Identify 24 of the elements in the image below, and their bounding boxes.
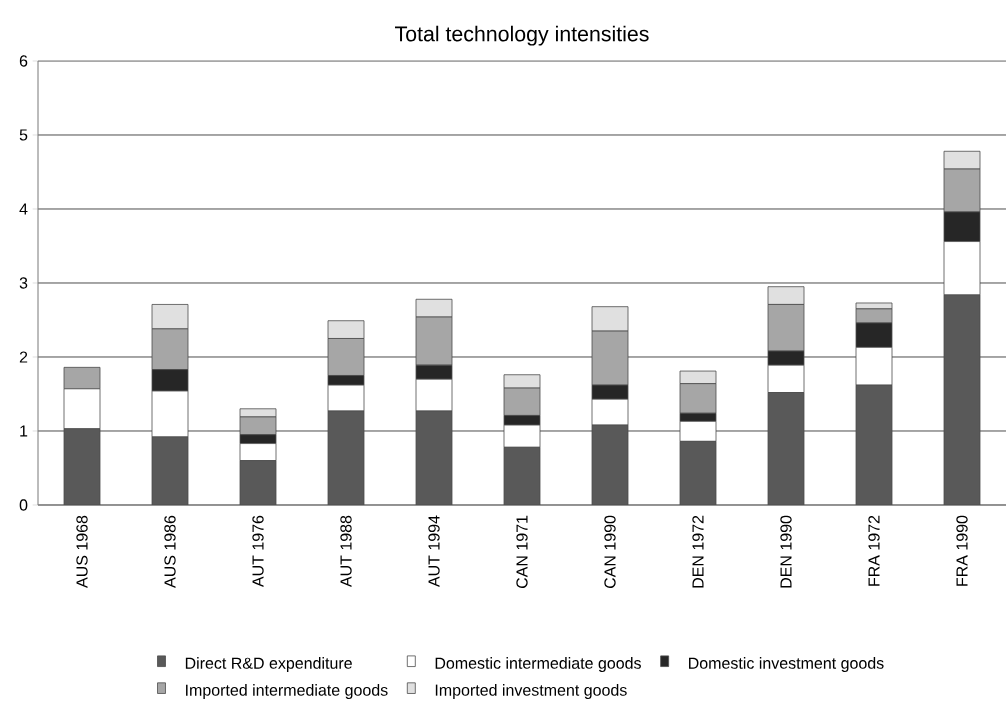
legend-label: Imported investment goods	[435, 684, 627, 699]
x-tick-label: FRA 1990	[956, 515, 968, 586]
legend-label: Domestic intermediate goods	[435, 657, 641, 673]
y-tick-label: 4	[19, 203, 28, 215]
y-tick-label: 2	[19, 351, 28, 363]
x-tick-label: DEN 1990	[780, 515, 792, 588]
legend-label: Imported intermediate goods	[186, 684, 388, 699]
x-tick-label: AUT 1994	[428, 515, 440, 588]
x-tick-label: AUT 1988	[340, 515, 352, 588]
y-tick-label: 3	[19, 277, 28, 289]
x-tick-label: FRA 1972	[868, 515, 880, 586]
y-tick-label: 1	[20, 425, 28, 437]
chart-title: Total technology intensities	[395, 25, 649, 46]
x-tick-label: AUT 1976	[252, 515, 264, 588]
x-tick-label: AUS 1968	[76, 515, 88, 588]
legend-label: Direct R&D expenditure	[185, 657, 352, 673]
x-tick-label: CAN 1971	[516, 515, 528, 589]
x-tick-label: AUS 1986	[164, 515, 176, 588]
x-tick-label: DEN 1972	[692, 515, 704, 588]
y-tick-label: 0	[19, 499, 28, 511]
y-tick-label: 6	[19, 55, 28, 67]
y-tick-label: 5	[19, 129, 28, 141]
x-tick-label: CAN 1990	[604, 515, 616, 589]
legend-label: Domestic investment goods	[689, 657, 884, 673]
